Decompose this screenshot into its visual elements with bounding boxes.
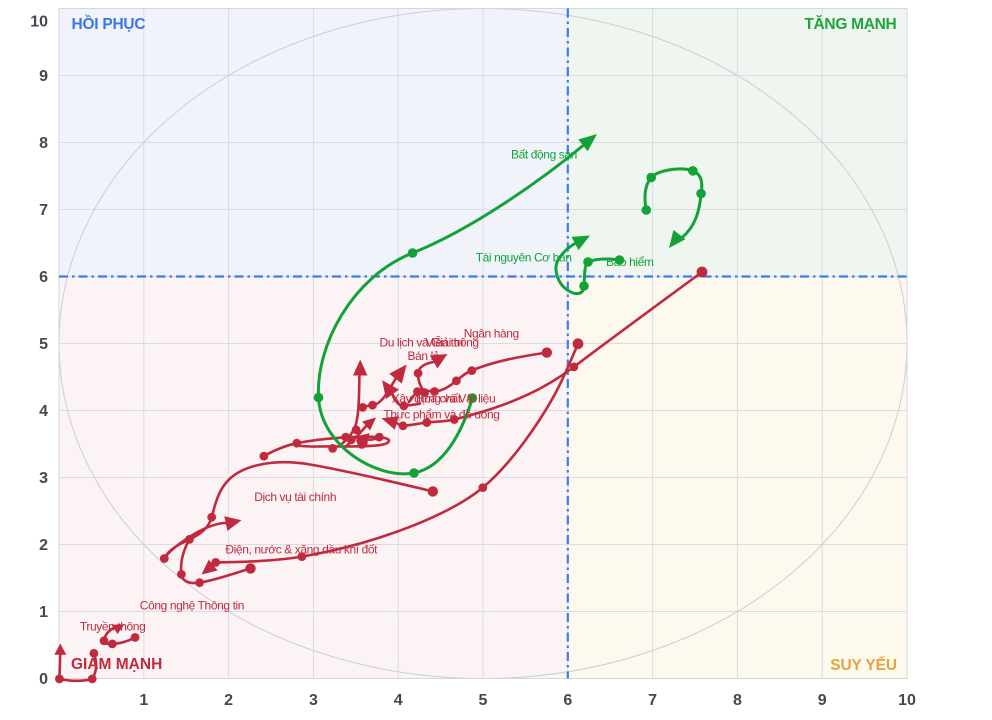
svg-text:0: 0 xyxy=(39,671,48,688)
svg-text:1: 1 xyxy=(39,604,48,621)
svg-text:Viễn thông: Viễn thông xyxy=(426,335,479,350)
svg-text:5: 5 xyxy=(479,692,488,709)
svg-text:7: 7 xyxy=(39,202,48,219)
svg-text:Xây dựng và Vật liệu: Xây dựng và Vật liệu xyxy=(392,392,495,406)
svg-text:GIẢM MẠNH: GIẢM MẠNH xyxy=(71,656,162,673)
svg-text:4: 4 xyxy=(39,403,48,420)
svg-text:3: 3 xyxy=(309,692,318,709)
svg-text:SUY YẾU: SUY YẾU xyxy=(830,657,897,674)
svg-text:Dịch vụ tài chính: Dịch vụ tài chính xyxy=(254,490,336,504)
svg-text:Bán lẻ: Bán lẻ xyxy=(408,349,440,363)
svg-text:8: 8 xyxy=(39,135,48,152)
svg-text:2: 2 xyxy=(39,537,48,554)
svg-text:8: 8 xyxy=(733,692,742,709)
svg-text:Ngân hàng: Ngân hàng xyxy=(464,327,519,341)
svg-text:5: 5 xyxy=(39,336,48,353)
svg-text:6: 6 xyxy=(39,269,48,286)
svg-text:Bảo hiểm: Bảo hiểm xyxy=(606,255,654,269)
svg-text:10: 10 xyxy=(898,692,916,709)
svg-text:Truyền thông: Truyền thông xyxy=(80,620,145,634)
svg-text:TĂNG MẠNH: TĂNG MẠNH xyxy=(804,16,896,33)
svg-text:4: 4 xyxy=(394,692,403,709)
svg-text:9: 9 xyxy=(39,68,48,85)
svg-text:6: 6 xyxy=(563,692,572,709)
svg-text:1: 1 xyxy=(139,692,148,709)
svg-text:9: 9 xyxy=(818,692,827,709)
svg-text:Bất động sản: Bất động sản xyxy=(511,148,577,162)
svg-text:Du lịch và Giải trí: Du lịch và Giải trí xyxy=(380,336,465,350)
svg-text:Điện, nước & xăng dầu khí đốt: Điện, nước & xăng dầu khí đốt xyxy=(225,543,378,557)
svg-text:Thực phẩm và đồ uống: Thực phẩm và đồ uống xyxy=(383,407,499,421)
svg-text:Tài nguyên Cơ bản: Tài nguyên Cơ bản xyxy=(476,251,572,265)
svg-text:2: 2 xyxy=(224,692,233,709)
svg-text:10: 10 xyxy=(30,14,48,31)
svg-text:3: 3 xyxy=(39,470,48,487)
svg-text:HỒI PHỤC: HỒI PHỤC xyxy=(72,15,146,33)
svg-text:Hóa chất: Hóa chất xyxy=(416,392,462,406)
svg-text:Công nghệ Thông tin: Công nghệ Thông tin xyxy=(140,599,244,613)
svg-text:7: 7 xyxy=(648,692,657,709)
